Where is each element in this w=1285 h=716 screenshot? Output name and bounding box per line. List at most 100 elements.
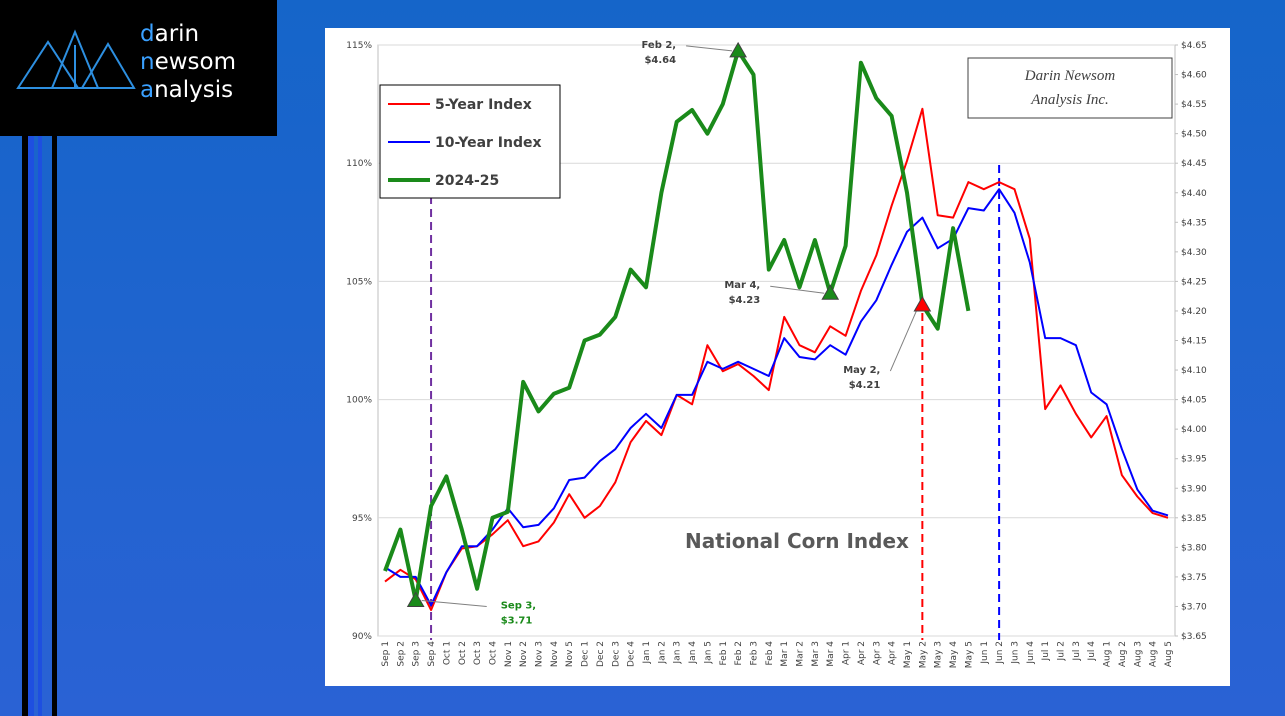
y2-tick-label: $3.85 <box>1181 514 1207 524</box>
annotation: Mar 4, <box>724 280 760 291</box>
watermark: Analysis Inc. <box>1030 92 1108 108</box>
x-tick-label: Aug 1 <box>1103 641 1113 667</box>
x-tick-label: Feb 4 <box>765 641 775 666</box>
x-tick-label: Feb 2 <box>734 641 744 666</box>
x-tick-label: Oct 2 <box>458 641 468 665</box>
annotation: $4.23 <box>729 295 761 306</box>
x-tick-label: Nov 5 <box>565 641 575 667</box>
x-tick-label: Apr 3 <box>872 641 882 665</box>
chart: 90% 95% 100% 105% 110% 115% $3.65 $3.70 $3.75 $3.… <box>346 40 1207 668</box>
x-tick-label: May 1 <box>903 641 913 668</box>
x-tick-label: Dec 1 <box>581 641 591 667</box>
x-tick-label: Jun 3 <box>1010 641 1020 665</box>
y2-tick-label: $4.60 <box>1181 71 1207 81</box>
chart-title: National Corn Index <box>685 529 909 553</box>
x-tick-label: Mar 3 <box>811 641 821 667</box>
x-tick-label: Aug 4 <box>1149 641 1159 667</box>
marker <box>729 41 747 58</box>
y-tick-label: 105% <box>346 277 372 287</box>
x-tick-label: Sep 3 <box>412 641 422 667</box>
y2-tick-label: $3.80 <box>1181 543 1207 553</box>
x-tick-label: Jul 1 <box>1041 641 1051 661</box>
x-tick-label: May 2 <box>918 641 928 668</box>
legend-label: 5-Year Index <box>435 97 532 113</box>
x-tick-label: Jan 2 <box>657 641 667 664</box>
logo-panel <box>0 0 277 136</box>
x-tick-label: Nov 1 <box>504 641 514 667</box>
series-line <box>384 188 1169 607</box>
x-tick-label: Oct 4 <box>488 641 498 665</box>
annotation-leader <box>889 310 917 372</box>
x-tick-label: Apr 4 <box>888 641 898 665</box>
annotation-leader <box>770 285 825 294</box>
series-line <box>384 107 1169 611</box>
x-tick-label: Dec 4 <box>627 641 637 667</box>
x-tick-label: Mar 2 <box>796 641 806 667</box>
legend-label: 2024-25 <box>435 173 499 189</box>
y2-tick-label: $4.25 <box>1181 277 1207 287</box>
y2-tick-label: $3.70 <box>1181 602 1207 612</box>
y2-tick-label: $4.40 <box>1181 189 1207 199</box>
x-tick-label: Jan 3 <box>673 641 683 664</box>
y-tick-label: 90% <box>352 632 372 642</box>
x-tick-label: Sep 2 <box>396 641 406 667</box>
logo-word: analysis <box>140 77 234 103</box>
y2-tick-label: $4.35 <box>1181 218 1207 228</box>
annotation-leader <box>421 600 487 608</box>
x-tick-label: Oct 3 <box>473 641 483 665</box>
x-tick-label: Mar 1 <box>780 641 790 667</box>
x-tick-label: Jan 1 <box>642 641 652 664</box>
x-tick-label: Jan 4 <box>688 641 698 665</box>
x-tick-label: Aug 5 <box>1164 641 1174 667</box>
annotation: $3.71 <box>501 616 533 627</box>
logo-mark <box>16 29 136 89</box>
x-tick-label: Jun 4 <box>1026 641 1036 665</box>
annotation: Sep 3, <box>501 601 536 612</box>
marker <box>913 296 932 312</box>
y-tick-label: 100% <box>346 396 372 406</box>
y2-tick-label: $4.45 <box>1181 159 1207 169</box>
x-tick-label: Mar 4 <box>826 641 836 667</box>
x-tick-label: Aug 3 <box>1133 641 1143 667</box>
logo-text: darin newsom analysis <box>140 20 236 104</box>
annotation: $4.21 <box>849 380 881 391</box>
x-tick-label: Apr 2 <box>857 641 867 665</box>
y2-tick-label: $4.15 <box>1181 337 1207 347</box>
x-tick-label: Apr 1 <box>842 641 852 665</box>
y2-tick-label: $3.95 <box>1181 455 1207 465</box>
annotation: $4.64 <box>644 55 676 66</box>
x-tick-label: Feb 3 <box>749 641 759 666</box>
side-bar <box>52 136 57 716</box>
x-tick-label: Jul 4 <box>1087 641 1097 662</box>
y-tick-label: 95% <box>352 514 372 524</box>
y2-tick-label: $3.65 <box>1181 632 1207 642</box>
x-tick-label: Dec 2 <box>596 641 606 667</box>
x-tick-label: Jun 2 <box>995 641 1005 665</box>
side-bar <box>22 136 28 716</box>
x-tick-label: Jul 2 <box>1057 641 1067 661</box>
side-bar <box>28 136 34 716</box>
watermark: Darin Newsom <box>1024 68 1116 84</box>
y2-tick-label: $4.20 <box>1181 307 1207 317</box>
y2-tick-label: $4.00 <box>1181 425 1207 435</box>
watermark-box <box>967 57 1173 119</box>
x-tick-label: Nov 3 <box>535 641 545 667</box>
x-tick-label: Jun 1 <box>980 641 990 665</box>
y2-tick-label: $4.50 <box>1181 130 1207 140</box>
x-tick-label: Oct 1 <box>442 641 452 665</box>
y2-tick-label: $4.10 <box>1181 366 1207 376</box>
x-tick-label: May 4 <box>949 641 959 668</box>
y2-tick-label: $4.30 <box>1181 248 1207 258</box>
x-tick-label: Dec 3 <box>611 641 621 667</box>
x-tick-label: Jul 3 <box>1072 641 1082 661</box>
logo-word: darin <box>140 21 200 47</box>
marker <box>821 284 840 300</box>
y2-tick-label: $3.75 <box>1181 573 1207 583</box>
x-tick-label: Feb 1 <box>719 641 729 666</box>
y-tick-label: 115% <box>346 41 372 51</box>
x-tick-label: May 3 <box>934 641 944 668</box>
x-tick-label: Nov 2 <box>519 641 529 667</box>
annotation: May 2, <box>843 365 880 376</box>
